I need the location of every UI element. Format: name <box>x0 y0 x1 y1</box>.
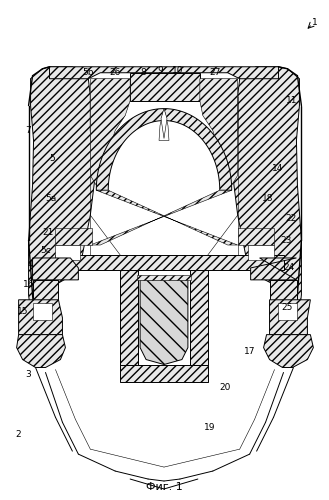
Text: 3: 3 <box>26 370 32 379</box>
Text: 20: 20 <box>219 383 230 392</box>
Polygon shape <box>39 63 289 467</box>
Polygon shape <box>238 228 273 245</box>
Polygon shape <box>138 270 190 364</box>
Polygon shape <box>96 108 232 190</box>
Text: 24: 24 <box>284 264 295 272</box>
Text: 16: 16 <box>23 280 34 289</box>
Text: 21: 21 <box>43 228 54 236</box>
Text: 25: 25 <box>282 304 293 312</box>
Text: 22: 22 <box>286 214 297 222</box>
Text: 8: 8 <box>140 68 146 78</box>
Polygon shape <box>108 120 220 190</box>
Text: Фиг. 1: Фиг. 1 <box>146 482 182 492</box>
Text: 11: 11 <box>286 96 297 105</box>
Text: 4: 4 <box>28 260 33 270</box>
Polygon shape <box>269 300 310 334</box>
Text: 27: 27 <box>209 68 220 78</box>
Polygon shape <box>269 280 297 300</box>
Text: 5b: 5b <box>83 68 94 78</box>
Polygon shape <box>140 280 188 364</box>
Polygon shape <box>161 108 167 138</box>
Text: 1: 1 <box>312 18 317 28</box>
Polygon shape <box>19 300 63 334</box>
Text: 7: 7 <box>26 126 32 135</box>
Polygon shape <box>33 303 52 320</box>
Text: 18: 18 <box>262 194 273 202</box>
Text: 9: 9 <box>157 66 163 76</box>
Polygon shape <box>159 108 169 140</box>
Polygon shape <box>56 228 92 245</box>
Text: 17: 17 <box>244 347 255 356</box>
Polygon shape <box>137 275 191 280</box>
Polygon shape <box>82 78 238 255</box>
Polygon shape <box>264 334 313 368</box>
Polygon shape <box>33 258 78 280</box>
Polygon shape <box>96 190 238 245</box>
Text: 2: 2 <box>16 430 21 438</box>
Polygon shape <box>120 270 138 364</box>
Polygon shape <box>200 78 238 186</box>
Polygon shape <box>29 67 95 330</box>
Polygon shape <box>120 364 208 382</box>
Text: 26: 26 <box>110 68 121 78</box>
Text: 23: 23 <box>281 236 292 244</box>
Text: 14: 14 <box>272 164 283 173</box>
Polygon shape <box>56 245 80 260</box>
Polygon shape <box>49 67 279 78</box>
Polygon shape <box>248 245 273 260</box>
Polygon shape <box>17 334 65 368</box>
Polygon shape <box>90 78 130 186</box>
Text: 15: 15 <box>17 307 28 316</box>
Polygon shape <box>56 255 285 270</box>
Text: 10: 10 <box>172 66 184 76</box>
Polygon shape <box>190 270 208 364</box>
Polygon shape <box>278 303 297 320</box>
Polygon shape <box>90 190 232 245</box>
Text: 5c: 5c <box>40 246 51 254</box>
Text: 5: 5 <box>50 154 55 163</box>
Polygon shape <box>233 67 301 330</box>
Polygon shape <box>251 258 296 280</box>
Polygon shape <box>130 73 200 101</box>
Text: 19: 19 <box>204 422 215 432</box>
Text: 5a: 5a <box>45 194 56 202</box>
Polygon shape <box>33 280 59 300</box>
